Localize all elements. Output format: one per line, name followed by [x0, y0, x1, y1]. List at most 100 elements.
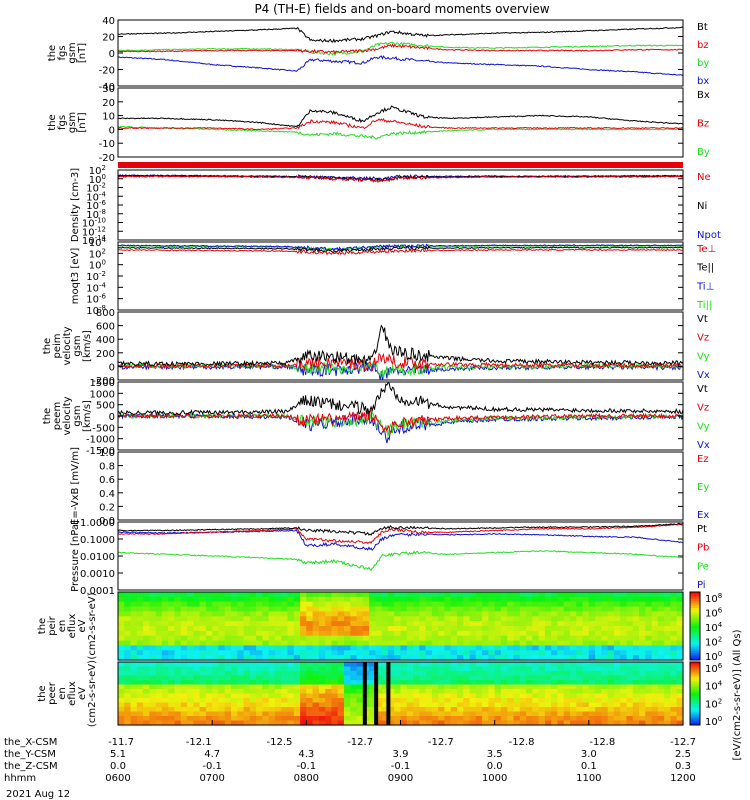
spectrogram-cell	[413, 711, 420, 717]
spectrogram-cell	[588, 611, 596, 617]
spectrogram-cell	[161, 596, 169, 603]
spectrogram-cell	[212, 693, 220, 699]
spectrogram-cell	[626, 635, 634, 642]
spectrogram-cell	[613, 689, 621, 695]
spectrogram-cell	[400, 662, 408, 668]
spectrogram-cell	[601, 596, 609, 603]
spectrogram-cell	[136, 720, 144, 726]
spectrogram-cell	[205, 635, 213, 642]
colorbar-swatch	[690, 614, 700, 618]
spectrogram-cell	[513, 707, 521, 713]
spectrogram-cell	[532, 626, 540, 632]
spectrogram-cell	[607, 592, 615, 598]
spectrogram-cell	[300, 693, 307, 699]
spectrogram-cell	[394, 606, 402, 613]
spectrogram-cell	[588, 693, 596, 699]
spectrogram-cell	[419, 680, 427, 686]
spectrogram-cell	[513, 650, 521, 656]
spectrogram-cell	[469, 711, 477, 717]
spectrogram-cell	[249, 655, 257, 661]
spectrogram-cell	[639, 720, 646, 726]
spectrogram-cell	[118, 635, 125, 642]
spectrogram-cell	[381, 592, 389, 598]
spectrogram-cell	[563, 689, 571, 695]
spectrogram-cell	[657, 640, 665, 647]
spectrogram-cell	[500, 689, 508, 695]
spectrogram-cell	[488, 675, 496, 681]
colorbar-swatch	[690, 653, 700, 656]
spectrogram-cell	[570, 711, 577, 717]
spectrogram-cell	[344, 630, 351, 637]
spectrogram-cell	[450, 626, 458, 632]
spectrogram-cell	[274, 720, 282, 726]
spectrogram-cell	[325, 611, 333, 617]
spectrogram-cell	[513, 621, 521, 627]
spectrogram-cell	[450, 675, 458, 681]
spectrogram-cell	[676, 626, 684, 632]
spectrogram-cell	[657, 684, 665, 690]
spectrogram-cell	[193, 592, 201, 598]
spectrogram-cell	[450, 662, 458, 668]
spectrogram-cell	[494, 655, 502, 661]
spectrogram-cell	[563, 592, 571, 598]
spectrogram-cell	[344, 626, 351, 632]
spectrogram-cell	[551, 616, 559, 622]
spectrogram-cell	[268, 698, 276, 704]
spectrogram-cell	[620, 716, 628, 722]
spectrogram-cell	[249, 611, 257, 617]
spectrogram-cell	[287, 689, 295, 695]
y-tick-label: 1.0000	[80, 518, 115, 529]
spectrogram-cell	[187, 698, 194, 704]
spectrogram-cell	[595, 616, 602, 622]
spectrogram-cell	[318, 645, 326, 651]
spectrogram-cell	[469, 626, 477, 632]
spectrogram-cell	[394, 655, 402, 661]
spectrogram-cell	[274, 698, 282, 704]
spectrogram-cell	[651, 693, 659, 699]
spectrogram-cell	[645, 611, 653, 617]
spectrogram-cell	[632, 698, 640, 704]
spectrogram-cell	[381, 702, 389, 708]
spectrogram-cell	[657, 689, 665, 695]
spectrogram-cell	[444, 662, 452, 668]
spectrogram-cell	[413, 707, 420, 713]
spectrogram-cell	[450, 601, 458, 608]
spectrogram-cell	[664, 716, 672, 722]
spectrogram-cell	[231, 666, 238, 672]
spectrogram-cell	[155, 635, 163, 642]
spectrogram-cell	[168, 645, 176, 651]
spectrogram-cell	[670, 645, 678, 651]
spectrogram-cell	[224, 684, 232, 690]
spectrogram-cell	[538, 635, 546, 642]
spectrogram-cell	[444, 684, 452, 690]
spectrogram-cell	[664, 680, 672, 686]
spectrogram-cell	[318, 666, 326, 672]
spectrogram-cell	[237, 635, 245, 642]
spectrogram-cell	[469, 662, 477, 668]
spectrogram-cell	[450, 689, 458, 695]
spectrogram-cell	[551, 671, 559, 677]
spectrogram-cell	[400, 626, 408, 632]
spectrogram-cell	[344, 635, 351, 642]
spectrogram-cell	[463, 693, 471, 699]
spectrogram-cell	[143, 716, 150, 722]
spectrogram-cell	[124, 698, 132, 704]
spectrogram-cell	[413, 662, 420, 668]
spectrogram-cell	[488, 626, 496, 632]
spectrogram-cell	[601, 650, 609, 656]
spectrogram-cell	[231, 630, 238, 637]
spectrogram-cell	[143, 698, 150, 704]
x-tick-label: 4.3	[298, 749, 314, 760]
spectrogram-cell	[356, 684, 364, 690]
spectrogram-cell	[318, 716, 326, 722]
colorbar-swatch	[690, 714, 700, 718]
spectrogram-cell	[563, 630, 571, 637]
spectrogram-cell	[613, 693, 621, 699]
spectrogram-cell	[670, 621, 678, 627]
spectrogram-cell	[526, 640, 533, 647]
spectrogram-cell	[438, 601, 446, 608]
spectrogram-cell	[639, 601, 646, 608]
spectrogram-cell	[249, 662, 257, 668]
spectrogram-cell	[576, 630, 584, 637]
spectrogram-cell	[318, 684, 326, 690]
